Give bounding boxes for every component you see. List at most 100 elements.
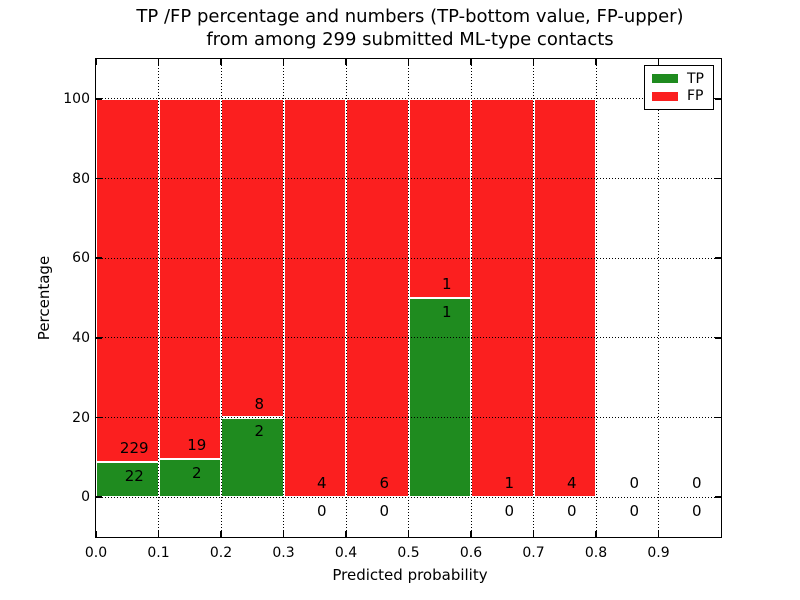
y-tick-label: 80 bbox=[72, 170, 90, 187]
tp-swatch-icon bbox=[652, 74, 678, 84]
fp-bar-segment bbox=[158, 98, 221, 460]
x-tick-mark bbox=[407, 59, 410, 65]
vertical-gridline bbox=[158, 59, 159, 537]
x-tick-mark bbox=[595, 531, 597, 537]
x-tick-mark bbox=[282, 59, 285, 65]
y-tick-mark bbox=[715, 257, 721, 259]
fp-bar-segment bbox=[533, 98, 596, 498]
legend-item-tp: TP bbox=[652, 72, 706, 86]
x-tick-mark bbox=[532, 531, 535, 537]
vertical-gridline bbox=[658, 59, 659, 537]
vertical-gridline bbox=[470, 59, 472, 537]
fp-bar-segment bbox=[96, 98, 159, 463]
x-tick-mark bbox=[470, 531, 472, 537]
tp-count-label: 2 bbox=[191, 464, 202, 483]
x-tick-label: 0.3 bbox=[272, 545, 295, 561]
x-tick-mark bbox=[345, 59, 347, 65]
x-tick-mark bbox=[532, 59, 535, 65]
x-tick-mark bbox=[470, 59, 472, 65]
fp-count-label: 229 bbox=[119, 439, 149, 458]
x-tick-mark bbox=[220, 59, 222, 65]
chart-title-line2: from among 299 submitted ML-type contact… bbox=[206, 29, 614, 50]
y-tick-mark bbox=[96, 98, 102, 100]
tp-count-label: 0 bbox=[316, 502, 327, 521]
fp-count-label: 1 bbox=[441, 275, 452, 294]
x-tick-mark bbox=[407, 531, 410, 537]
y-tick-mark bbox=[715, 177, 721, 180]
y-tick-mark bbox=[715, 496, 721, 498]
fp-count-label: 0 bbox=[691, 474, 702, 493]
tp-count-label: 2 bbox=[254, 422, 265, 441]
vertical-gridline bbox=[220, 59, 222, 537]
tp-bar-segment bbox=[158, 459, 221, 498]
fp-count-label: 4 bbox=[566, 474, 577, 493]
legend-label-tp: TP bbox=[687, 70, 704, 87]
tp-count-label: 0 bbox=[504, 502, 515, 521]
tp-count-label: 0 bbox=[629, 502, 640, 521]
y-tick-label: 100 bbox=[63, 90, 90, 107]
x-tick-mark bbox=[657, 59, 660, 65]
fp-count-label: 1 bbox=[504, 474, 515, 493]
fp-count-label: 6 bbox=[379, 474, 390, 493]
x-tick-mark bbox=[220, 531, 222, 537]
plot-area: TP FP 0.0 0.1 0.2 0.3 0.4 0.5 0.6 0.7 0.8 0.9 0 20 4… bbox=[63, 58, 722, 561]
fp-bar-segment bbox=[408, 98, 471, 298]
tp-count-label: 1 bbox=[441, 302, 452, 321]
y-tick-label: 60 bbox=[72, 250, 90, 267]
y-tick-mark bbox=[96, 496, 102, 498]
x-tick-label: 0.2 bbox=[209, 545, 233, 561]
chart-title-line1: TP /FP percentage and numbers (TP-bottom… bbox=[136, 6, 684, 27]
fp-count-label: 19 bbox=[187, 436, 207, 455]
tp-count-label: 22 bbox=[124, 467, 144, 486]
tp-count-label: 0 bbox=[566, 502, 577, 521]
vertical-gridline bbox=[408, 59, 409, 537]
vertical-gridline bbox=[533, 59, 534, 537]
y-tick-mark bbox=[96, 177, 102, 180]
x-tick-label: 0.8 bbox=[584, 545, 608, 561]
x-tick-label: 0.7 bbox=[522, 545, 545, 561]
x-tick-label: 0.6 bbox=[459, 545, 483, 561]
x-tick-mark bbox=[345, 531, 347, 537]
vertical-gridline bbox=[283, 59, 284, 537]
vertical-gridline bbox=[595, 59, 597, 537]
x-tick-label: 0.4 bbox=[334, 545, 358, 561]
x-axis-label: Predicted probability bbox=[332, 566, 488, 584]
y-tick-mark bbox=[96, 337, 102, 339]
vertical-gridline bbox=[345, 59, 347, 537]
y-tick-mark bbox=[715, 337, 721, 339]
tp-bar-segment bbox=[408, 298, 471, 498]
x-tick-label: 0.9 bbox=[647, 545, 670, 561]
y-tick-label: 0 bbox=[81, 489, 90, 506]
x-tick-mark bbox=[657, 531, 660, 537]
tp-bar-segment bbox=[96, 462, 159, 498]
fp-bar-segment bbox=[346, 98, 409, 498]
legend-label-fp: FP bbox=[687, 88, 704, 105]
fp-swatch-icon bbox=[652, 91, 678, 101]
fp-bar-segment bbox=[283, 98, 346, 498]
x-tick-mark bbox=[95, 531, 97, 537]
y-tick-mark bbox=[715, 98, 721, 100]
x-tick-mark bbox=[157, 531, 160, 537]
y-tick-mark bbox=[96, 257, 102, 259]
fp-count-label: 8 bbox=[254, 394, 265, 413]
x-tick-label: 0.0 bbox=[84, 545, 108, 561]
fp-count-label: 4 bbox=[316, 474, 327, 493]
x-tick-mark bbox=[157, 59, 160, 65]
tp-count-label: 0 bbox=[379, 502, 390, 521]
chart-title: TP /FP percentage and numbers (TP-bottom… bbox=[96, 5, 724, 51]
x-tick-mark bbox=[282, 531, 285, 537]
y-tick-label: 40 bbox=[72, 329, 90, 346]
fp-count-label: 0 bbox=[629, 474, 640, 493]
fp-bar-segment bbox=[471, 98, 534, 498]
y-tick-mark bbox=[96, 416, 102, 419]
x-tick-mark bbox=[595, 59, 597, 65]
x-tick-mark bbox=[95, 59, 97, 65]
y-axis-label: Percentage bbox=[35, 255, 53, 341]
x-tick-label: 0.5 bbox=[397, 545, 420, 561]
legend: TP FP bbox=[644, 65, 714, 110]
legend-item-fp: FP bbox=[652, 89, 706, 103]
y-tick-mark bbox=[715, 416, 721, 419]
y-tick-label: 20 bbox=[72, 409, 90, 426]
x-tick-label: 0.1 bbox=[147, 545, 170, 561]
